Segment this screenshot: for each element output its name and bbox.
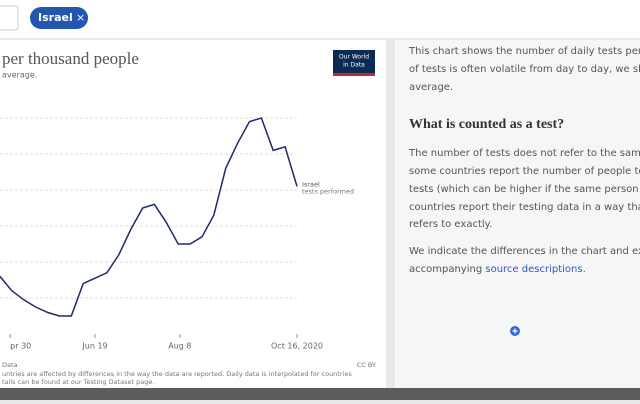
tag-remove[interactable]: × <box>76 11 85 24</box>
logo-text: in Data <box>343 62 365 69</box>
series-sublabel: tests performed <box>302 187 354 195</box>
top-bar <box>0 0 640 38</box>
article-text: countries report their testing data in a… <box>409 202 640 213</box>
text-run: . <box>583 264 586 275</box>
bottom-strip <box>0 388 640 400</box>
article-text: tests (which can be higher if the same p… <box>409 184 640 195</box>
article-text: average. <box>409 82 453 93</box>
chart-title: per thousand people <box>2 49 139 68</box>
article-text: refers to exactly. <box>409 219 492 230</box>
article-text: We indicate the differences in the chart… <box>409 246 640 257</box>
license: CC BY <box>357 361 376 369</box>
note: tails can be found at our Testing Datase… <box>2 378 154 386</box>
country-tag[interactable] <box>30 7 88 29</box>
x-tick-label: Aug 8 <box>168 342 191 351</box>
chart-subtitle: average. <box>2 71 37 80</box>
tag-label: Israel <box>38 11 73 24</box>
x-tick-label: Jun 19 <box>81 342 107 351</box>
x-tick-label: pr 30 <box>10 342 31 351</box>
series-line <box>0 117 298 317</box>
article-text: This chart shows the number of daily tes… <box>408 46 640 57</box>
source: Data <box>2 361 18 369</box>
logo-text: Our World <box>339 54 369 61</box>
article-text: The number of tests does not refer to th… <box>408 148 640 159</box>
source-link[interactable]: source descriptions <box>485 264 582 275</box>
article-heading: What is counted as a test? <box>409 117 564 132</box>
text-run: accompanying <box>409 264 485 275</box>
plus-icon <box>512 328 518 334</box>
note: untries are affected by differences in t… <box>2 370 352 378</box>
logo-stripe <box>333 73 375 76</box>
select-box[interactable] <box>0 5 19 31</box>
x-tick-label: Oct 16, 2020 <box>271 342 323 351</box>
article-text: accompanying source descriptions. <box>409 264 586 275</box>
article-text: some countries report the number of peop… <box>409 166 640 177</box>
chart-panel <box>0 40 386 388</box>
article-text: of tests is often volatile from day to d… <box>409 64 640 75</box>
series-label: Israel <box>302 180 320 188</box>
logo <box>333 50 375 76</box>
